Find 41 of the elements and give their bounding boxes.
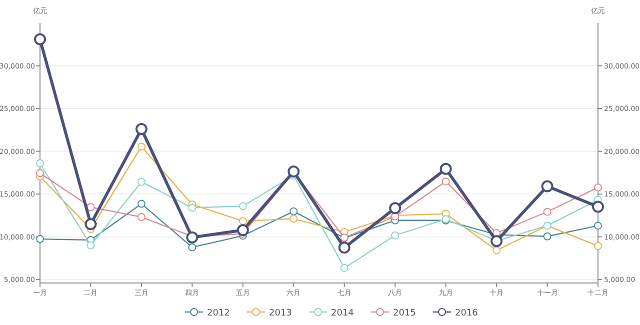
point bbox=[238, 202, 247, 210]
point bbox=[338, 242, 350, 254]
point bbox=[440, 162, 452, 175]
point bbox=[188, 243, 196, 252]
point bbox=[238, 217, 247, 226]
point bbox=[137, 178, 146, 186]
point bbox=[86, 203, 95, 212]
legend-label: 2015 bbox=[393, 308, 416, 318]
point bbox=[36, 169, 44, 178]
point bbox=[290, 214, 298, 223]
legend-label: 2016 bbox=[455, 308, 478, 318]
point bbox=[389, 202, 402, 214]
point bbox=[236, 224, 249, 236]
point bbox=[594, 222, 602, 230]
point bbox=[137, 142, 146, 151]
point bbox=[340, 264, 348, 272]
point bbox=[594, 242, 602, 250]
point bbox=[442, 177, 450, 186]
point bbox=[34, 33, 46, 46]
point bbox=[86, 241, 95, 250]
legend-label: 2014 bbox=[331, 308, 354, 318]
point bbox=[84, 218, 97, 230]
point bbox=[391, 231, 400, 240]
point bbox=[186, 231, 198, 244]
point bbox=[188, 204, 196, 212]
legend-label: 2012 bbox=[207, 308, 230, 318]
point bbox=[594, 183, 602, 192]
point bbox=[290, 207, 298, 216]
point bbox=[135, 123, 148, 136]
legend-label: 2013 bbox=[269, 308, 292, 318]
point bbox=[592, 200, 604, 213]
point bbox=[541, 180, 554, 192]
point bbox=[543, 208, 552, 216]
point bbox=[36, 235, 44, 244]
point bbox=[288, 166, 300, 178]
point bbox=[543, 232, 552, 240]
point bbox=[36, 159, 44, 168]
point bbox=[137, 213, 146, 222]
point bbox=[492, 246, 501, 254]
point bbox=[490, 235, 503, 248]
point bbox=[137, 200, 146, 208]
